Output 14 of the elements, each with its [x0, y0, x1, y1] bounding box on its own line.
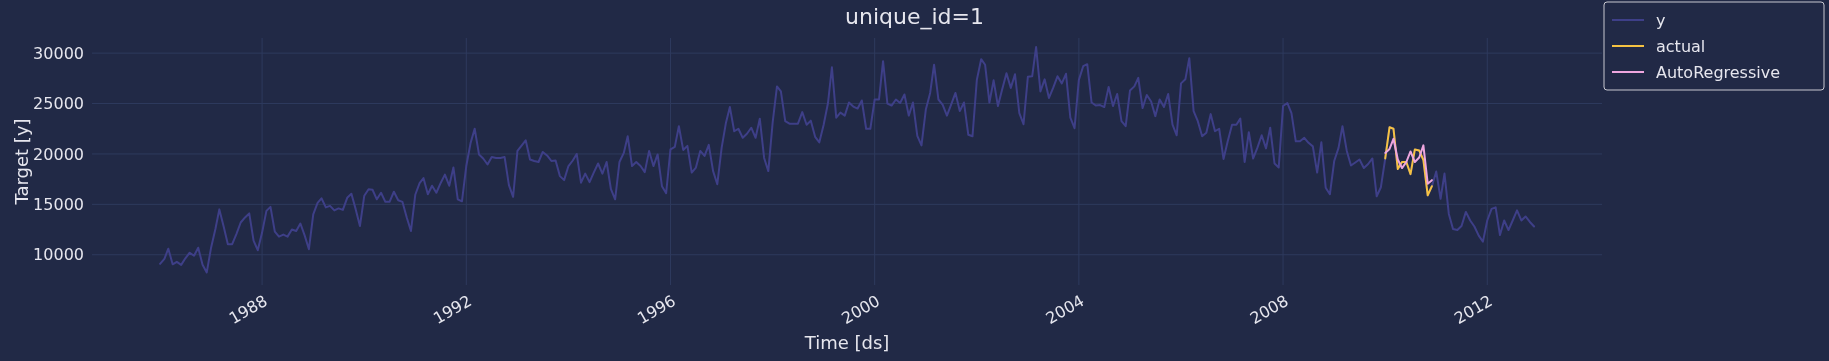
legend-label: y	[1656, 10, 1666, 30]
x-axis-title: Time [ds]	[803, 332, 890, 353]
y-tick-label: 20000	[33, 144, 84, 164]
legend-label: actual	[1656, 36, 1706, 56]
y-tick-label: 30000	[33, 43, 84, 63]
y-axis-title: Target [y]	[11, 118, 32, 206]
y-tick-label: 15000	[33, 194, 84, 214]
legend-label: AutoRegressive	[1656, 62, 1781, 82]
y-tick-label: 10000	[33, 245, 84, 265]
line-series	[159, 46, 1536, 274]
line-series	[1384, 137, 1433, 185]
y-tick-label: 25000	[33, 94, 84, 114]
line-series	[1384, 126, 1433, 197]
chart-title: unique_id=1	[845, 4, 984, 30]
